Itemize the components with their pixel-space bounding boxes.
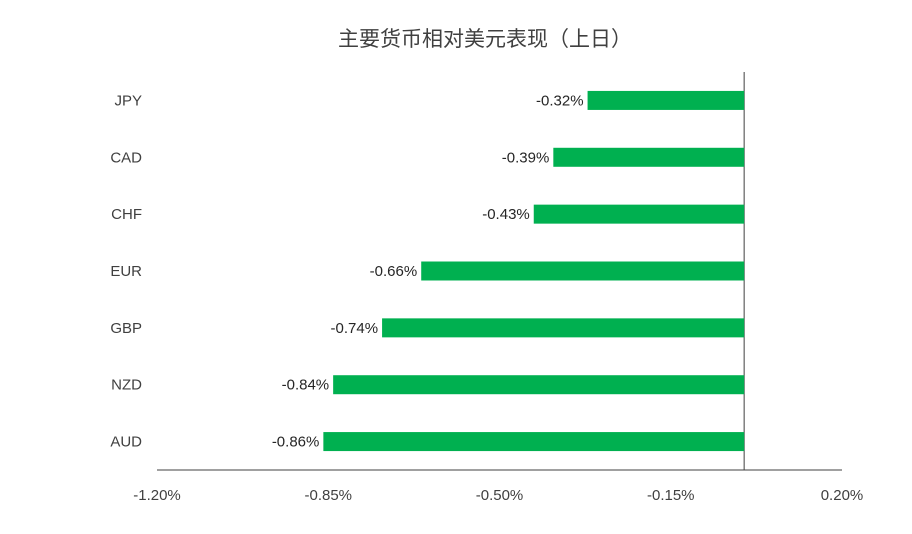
chart-title: 主要货币相对美元表现（上日） (338, 27, 632, 51)
bar (533, 204, 745, 224)
y-tick-label: GBP (110, 320, 142, 337)
bar (323, 432, 745, 452)
value-label: -0.39% (502, 149, 550, 166)
y-tick-label: EUR (110, 263, 142, 280)
y-tick-label: JPY (114, 92, 142, 109)
x-tick-label: -1.20% (133, 487, 181, 504)
value-label: -0.66% (370, 263, 418, 280)
value-label: -0.84% (282, 377, 330, 394)
y-tick-label: NZD (111, 377, 142, 394)
value-label: -0.74% (331, 320, 379, 337)
bar (382, 318, 745, 338)
value-label: -0.86% (272, 434, 320, 451)
y-tick-label: CAD (110, 149, 142, 166)
x-tick-label: -0.85% (304, 487, 352, 504)
y-tick-label: CHF (111, 206, 142, 223)
bar (553, 147, 745, 167)
bar (587, 90, 745, 110)
x-tick-label: -0.15% (647, 487, 695, 504)
value-label: -0.32% (536, 92, 584, 109)
x-tick-label: 0.20% (821, 487, 864, 504)
bar (421, 261, 745, 281)
value-label: -0.43% (482, 206, 530, 223)
y-tick-label: AUD (110, 434, 142, 451)
x-tick-label: -0.50% (476, 487, 524, 504)
bar (333, 375, 745, 395)
